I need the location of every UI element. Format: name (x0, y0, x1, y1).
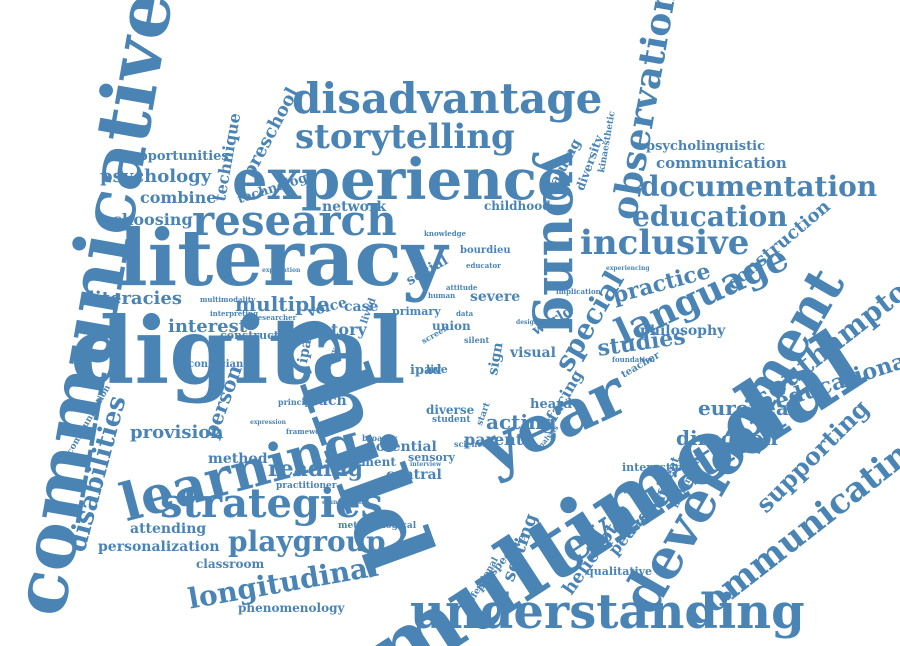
word-inclusive: inclusive (580, 223, 750, 263)
word-designer: designer (516, 319, 546, 326)
word-expression: expression (250, 419, 286, 426)
word-practitioner: practitioner (276, 481, 337, 491)
word-philosophy: philosophy (640, 323, 726, 339)
word-visual: visual (510, 345, 556, 361)
word-direction: direction (676, 426, 778, 450)
word-silent: silent (464, 335, 490, 345)
word-method: method (208, 451, 268, 467)
word-storytelling: storytelling (295, 117, 515, 157)
word-diverse: diverse (426, 403, 475, 417)
word-acting: acting (486, 410, 557, 434)
word-student: student (432, 415, 471, 425)
word-choosing: choosing (112, 210, 193, 229)
word-touch: touch (302, 393, 347, 409)
word-provision: provision (130, 422, 224, 443)
word-methodological: methodological (338, 521, 417, 531)
word-constructor: constructor (220, 329, 293, 342)
word-primary: primary (392, 305, 441, 318)
word-sign: sign (485, 341, 507, 377)
word-interaction: interaction (622, 461, 691, 474)
word-ipad: ipad (410, 363, 442, 378)
word-union: union (432, 319, 471, 333)
word-qualitative: qualitative (586, 565, 653, 578)
word-heard: heard (530, 397, 573, 412)
word-disadvantage: disadvantage (292, 74, 603, 123)
word-communication: communication (656, 154, 787, 172)
word-severe: severe (470, 289, 521, 305)
word-parent: parent (464, 430, 524, 449)
word-classroom: classroom (196, 557, 265, 571)
word-movement: movement (326, 455, 396, 469)
word-childhood: childhood (484, 199, 551, 213)
word-digital: digital (70, 297, 406, 405)
word-combine: combine (140, 188, 217, 207)
word-attitude: attitude (446, 283, 478, 292)
word-human: human (428, 291, 456, 300)
word-researcher: researcher (254, 313, 297, 322)
word-confucian: confucian (188, 359, 244, 370)
word-case: case (344, 299, 379, 315)
word-exploration: exploration (262, 267, 301, 274)
word-multimodality: multimodality (200, 295, 256, 304)
word-educator: educator (466, 261, 501, 270)
word-knowledge: knowledge (424, 229, 466, 238)
word-bourdieu: bourdieu (460, 245, 511, 256)
word-broader: broader (362, 433, 398, 443)
word-phenomenology: phenomenology (238, 601, 345, 615)
word-research: research (192, 196, 397, 245)
word-data: data (456, 309, 474, 318)
word-understanding: understanding (410, 584, 805, 640)
word-interest: interest (168, 316, 248, 337)
word-strategies: strategies (160, 480, 384, 527)
word-psycholinguistic: psycholinguistic (646, 139, 765, 154)
word-european: european (698, 396, 804, 420)
word-experience: experience (232, 147, 573, 213)
word-potential: potential (366, 439, 437, 455)
word-playgroup: playgroup (228, 525, 386, 558)
word-live: live (426, 363, 448, 376)
word-foundation: foundation (612, 355, 655, 364)
word-literacy: literacy (118, 213, 448, 304)
word-personalization: personalization (98, 539, 220, 555)
word-reading: reading (268, 456, 363, 482)
word-attending: attending (130, 521, 207, 537)
word-multiple: multiple (235, 292, 330, 316)
word-central: central (386, 467, 442, 483)
word-documentation: documentation (640, 170, 878, 203)
word-implication: implication (556, 287, 601, 296)
word-principle: principle (278, 397, 319, 407)
word-sensory: sensory (408, 451, 455, 464)
word-ethnographic: ethnographic (322, 499, 368, 506)
word-story: story (322, 320, 367, 339)
word-interview: interview (410, 461, 442, 468)
word-science: science (454, 439, 488, 449)
word-education: education (632, 200, 788, 233)
word-psychology: psychology (100, 166, 212, 187)
word-experiencing: experiencing (606, 265, 650, 272)
word-interpreting: interpreting (210, 309, 259, 318)
word-network: network (322, 199, 387, 215)
word-literacies: literacies (88, 288, 182, 309)
word-framework: framework (286, 427, 329, 436)
word-opportunities: opportunities (130, 149, 229, 164)
